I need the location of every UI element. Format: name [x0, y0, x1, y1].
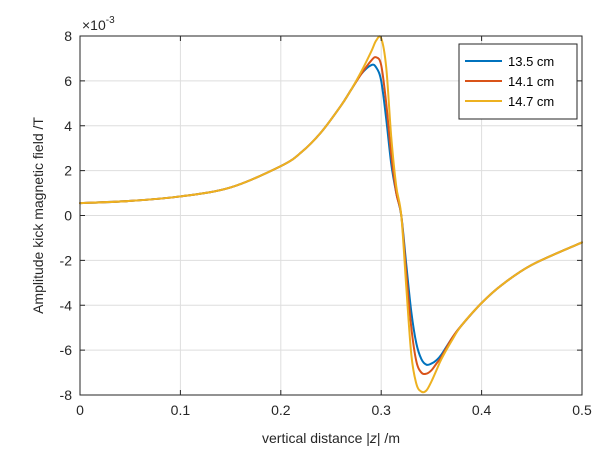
y-exponent-base: ×10	[82, 17, 106, 33]
x-axis-label-prefix: vertical distance |	[262, 430, 370, 446]
series-lines	[79, 35, 583, 394]
y-tick-label: 8	[64, 28, 72, 44]
x-tick-label: 0.3	[371, 402, 391, 418]
legend-label-2: 14.1 cm	[508, 74, 554, 89]
y-tick-label: 0	[64, 208, 72, 224]
x-axis-label: vertical distance |z| /m	[262, 430, 400, 446]
y-exponent-power: -3	[106, 15, 115, 26]
y-tick-label: 6	[64, 73, 72, 89]
legend-label-1: 13.5 cm	[508, 54, 554, 69]
y-tick-label: 2	[64, 163, 72, 179]
legend-label-3: 14.7 cm	[508, 94, 554, 109]
x-axis-label-suffix: | /m	[377, 430, 400, 446]
x-axis-label-variable: z	[369, 430, 377, 446]
legend-items: 13.5 cm 14.1 cm 14.7 cm	[465, 54, 554, 109]
series-line-3	[79, 35, 583, 394]
y-tick-label: -2	[60, 252, 73, 268]
y-tick-label: -8	[60, 387, 73, 403]
x-tick-label: 0.1	[171, 402, 191, 418]
legend: 13.5 cm 14.1 cm 14.7 cm	[458, 43, 578, 120]
x-tick-label: 0	[76, 402, 84, 418]
y-tick-label: -4	[60, 297, 73, 313]
x-tick-label: 0.5	[572, 402, 592, 418]
y-tick-label: -6	[60, 342, 73, 358]
y-exponent-label: ×10-3	[82, 15, 115, 33]
ticks: 0 0.1 0.2 0.3 0.4 0.5 -8 -6 -4 -2 0 2 4 6 8	[60, 28, 592, 418]
y-axis-label: Amplitude kick magnetic field /T	[30, 117, 46, 314]
x-tick-label: 0.4	[472, 402, 492, 418]
x-tick-label: 0.2	[271, 402, 291, 418]
y-tick-label: 4	[64, 118, 72, 134]
